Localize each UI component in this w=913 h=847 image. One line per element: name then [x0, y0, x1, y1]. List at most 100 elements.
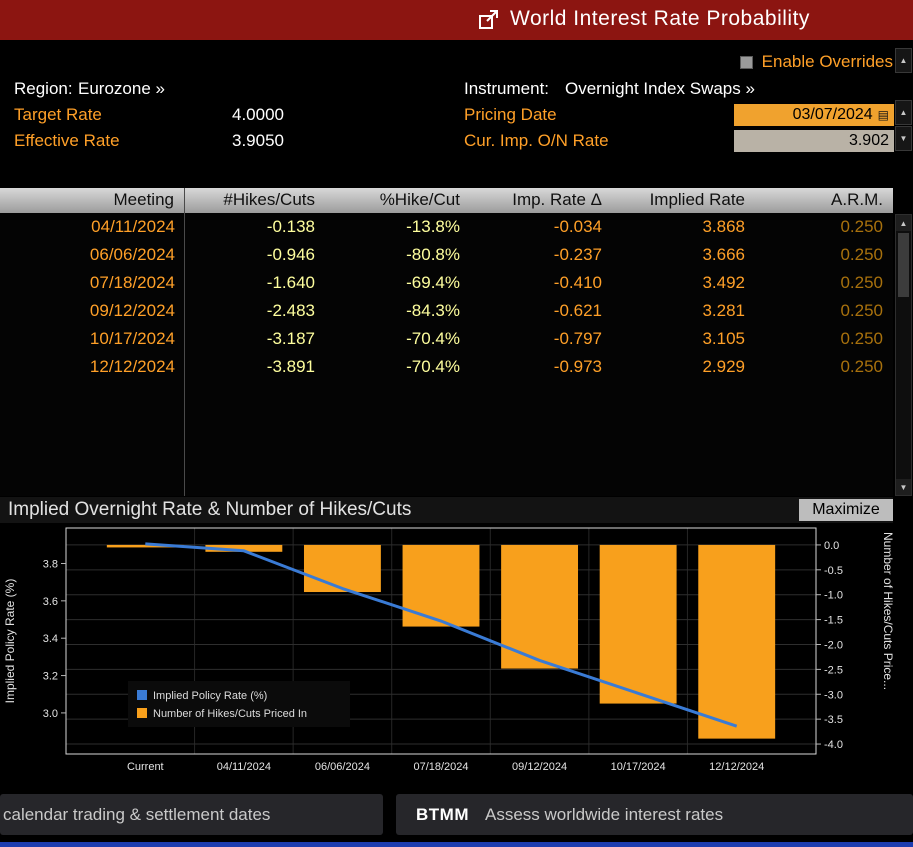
table-cell: 0.250 — [840, 301, 883, 320]
table-cell: 0.250 — [840, 245, 883, 264]
column-header: %Hike/Cut — [379, 190, 460, 209]
pricing-date-input[interactable]: 03/07/2024 ▤ — [734, 104, 894, 126]
table-row[interactable]: 09/12/2024 -2.483 -84.3% -0.621 3.281 0.250 — [0, 297, 893, 325]
svg-text:10/17/2024: 10/17/2024 — [611, 761, 666, 773]
svg-text:Implied Policy Rate (%): Implied Policy Rate (%) — [153, 690, 267, 702]
column-header: Imp. Rate Δ — [512, 190, 602, 209]
table-cell: 0.250 — [840, 357, 883, 376]
chart-header-bar: Implied Overnight Rate & Number of Hikes… — [0, 497, 893, 523]
svg-text:-3.0: -3.0 — [824, 689, 843, 701]
instrument-label: Instrument: — [464, 79, 550, 98]
effective-rate-label: Effective Rate — [14, 131, 120, 150]
table-cell: -3.891 — [266, 357, 315, 376]
svg-text:-1.5: -1.5 — [824, 615, 843, 627]
page-title: World Interest Rate Probability — [510, 7, 810, 30]
pricing-date-label: Pricing Date — [464, 105, 557, 124]
effective-rate-row: Effective Rate 3.9050 Cur. Imp. O/N Rate… — [0, 128, 894, 154]
table-cell: -13.8% — [406, 217, 460, 236]
table-cell: -3.187 — [266, 329, 315, 348]
svg-text:3.6: 3.6 — [43, 596, 58, 608]
svg-text:3.2: 3.2 — [43, 671, 58, 683]
svg-text:-0.5: -0.5 — [824, 565, 843, 577]
table-cell: 3.868 — [702, 217, 745, 236]
taskbar-edge — [0, 842, 913, 847]
pricing-date-value: 03/07/2024 — [792, 106, 873, 123]
scroll-up-icon[interactable]: ▲ — [896, 215, 911, 231]
scroll-down-icon[interactable]: ▼ — [896, 479, 911, 495]
table-cell: -84.3% — [406, 301, 460, 320]
svg-text:3.8: 3.8 — [43, 558, 58, 570]
table-cell: -70.4% — [406, 329, 460, 348]
cur-imp-on-rate-label: Cur. Imp. O/N Rate — [464, 131, 609, 150]
svg-text:-4.0: -4.0 — [824, 739, 843, 751]
svg-text:07/18/2024: 07/18/2024 — [413, 761, 468, 773]
table-cell: 12/12/2024 — [89, 357, 175, 376]
title-bar: World Interest Rate Probability — [0, 0, 913, 40]
table-row[interactable]: 07/18/2024 -1.640 -69.4% -0.410 3.492 0.250 — [0, 269, 893, 297]
table-cell: 06/06/2024 — [89, 245, 175, 264]
svg-text:Current: Current — [127, 761, 164, 773]
table-cell: 04/11/2024 — [91, 217, 175, 236]
svg-text:-2.0: -2.0 — [824, 639, 843, 651]
table-cell: -0.138 — [266, 217, 315, 236]
column-header: A.R.M. — [831, 190, 883, 209]
target-rate-label: Target Rate — [14, 105, 102, 124]
table-scrollbar[interactable]: ▲ ▼ — [895, 214, 912, 496]
svg-text:-3.5: -3.5 — [824, 714, 843, 726]
target-rate-value: 4.0000 — [232, 105, 284, 124]
effective-rate-value: 3.9050 — [232, 131, 284, 150]
meetings-table: Meeting #Hikes/Cuts %Hike/Cut Imp. Rate Δ Im… — [0, 188, 893, 496]
footer-btmm-shortcut[interactable]: BTMM Assess worldwide interest rates — [396, 794, 913, 835]
svg-text:3.0: 3.0 — [43, 708, 58, 720]
region-selector[interactable]: Eurozone » — [78, 79, 165, 98]
enable-overrides-row: Enable Overrides — [0, 50, 893, 74]
enable-overrides-checkbox[interactable] — [739, 55, 753, 69]
table-cell: 09/12/2024 — [89, 301, 175, 320]
table-row[interactable]: 12/12/2024 -3.891 -70.4% -0.973 2.929 0.250 — [0, 353, 893, 381]
footer-left-text: calendar trading & settlement dates — [3, 804, 271, 824]
cur-imp-on-rate-value: 3.902 — [848, 132, 889, 149]
svg-text:-1.0: -1.0 — [824, 590, 843, 602]
instrument-selector[interactable]: Overnight Index Swaps » — [565, 79, 755, 98]
table-row[interactable]: 10/17/2024 -3.187 -70.4% -0.797 3.105 0.250 — [0, 325, 893, 353]
table-cell: -0.034 — [553, 217, 602, 236]
chart-title: Implied Overnight Rate & Number of Hikes… — [8, 499, 412, 520]
table-cell: 2.929 — [702, 357, 745, 376]
table-cell: -0.621 — [553, 301, 602, 320]
svg-text:04/11/2024: 04/11/2024 — [217, 761, 271, 773]
svg-text:Number of Hikes/Cuts Priced In: Number of Hikes/Cuts Priced In — [153, 708, 307, 720]
table-cell: 07/18/2024 — [89, 273, 175, 292]
meetings-table-body: 04/11/2024 -0.138 -13.8% -0.034 3.868 0.250 06… — [0, 213, 893, 381]
column-divider — [184, 188, 185, 496]
pricing-spinner-up-button[interactable]: ▲ — [895, 100, 912, 125]
meetings-table-header: Meeting #Hikes/Cuts %Hike/Cut Imp. Rate Δ Im… — [0, 188, 893, 213]
footer-btmm-code: BTMM — [416, 804, 469, 824]
table-row[interactable]: 04/11/2024 -0.138 -13.8% -0.034 3.868 0.250 — [0, 213, 893, 241]
table-cell: -2.483 — [266, 301, 315, 320]
scrollbar-thumb[interactable] — [898, 233, 909, 297]
table-cell: 3.281 — [702, 301, 745, 320]
overrides-scroll-up-button[interactable]: ▲ — [895, 48, 912, 73]
table-cell: -0.797 — [553, 329, 602, 348]
table-cell: 0.250 — [840, 217, 883, 236]
table-cell: 3.492 — [702, 273, 745, 292]
maximize-button[interactable]: Maximize — [799, 499, 893, 521]
export-icon[interactable] — [477, 8, 501, 32]
svg-text:09/12/2024: 09/12/2024 — [512, 761, 567, 773]
rate-chart: 3.0 3.2 3.4 3.6 3.8 0.0 -0.5 -1.0 -1.5 -2.0 -2.5 -3… — [3, 527, 895, 773]
table-cell: 10/17/2024 — [89, 329, 175, 348]
calendar-icon[interactable]: ▤ — [877, 108, 889, 122]
svg-text:3.4: 3.4 — [43, 633, 58, 645]
svg-text:-2.5: -2.5 — [824, 664, 843, 676]
table-cell: 0.250 — [840, 329, 883, 348]
table-cell: 0.250 — [840, 273, 883, 292]
table-cell: -80.8% — [406, 245, 460, 264]
enable-overrides-label: Enable Overrides — [761, 52, 893, 71]
column-header: Meeting — [0, 188, 185, 213]
footer-bar: calendar trading & settlement dates BTMM… — [0, 794, 913, 835]
pricing-spinner-down-button[interactable]: ▼ — [895, 126, 912, 151]
target-rate-row: Target Rate 4.0000 Pricing Date 03/07/20… — [0, 102, 894, 128]
table-cell: 3.105 — [702, 329, 745, 348]
table-row[interactable]: 06/06/2024 -0.946 -80.8% -0.237 3.666 0.250 — [0, 241, 893, 269]
